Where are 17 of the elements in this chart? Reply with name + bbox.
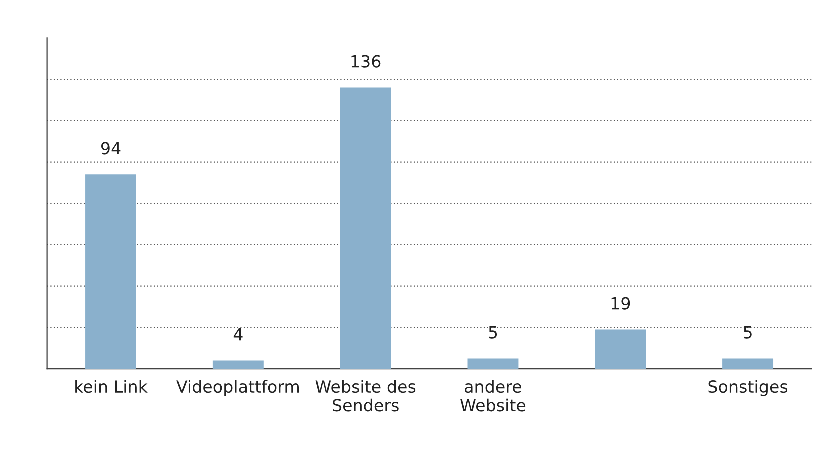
bar [86, 174, 136, 370]
data-label: 94 [101, 142, 121, 155]
bar [595, 330, 646, 370]
x-tick-label: Sonstiges [708, 380, 788, 396]
data-label: 5 [744, 326, 752, 339]
data-label: 19 [612, 297, 630, 310]
bar [722, 358, 774, 370]
x-tick-label: Website des Senders [316, 380, 416, 412]
bar [340, 88, 392, 370]
data-label: 136 [352, 55, 381, 68]
bar [212, 360, 264, 370]
data-label: 4 [234, 328, 243, 341]
x-tick-label: kein Link [76, 380, 148, 394]
data-label: 5 [489, 326, 498, 339]
x-tick-label: Videoplattform [176, 380, 300, 396]
bar [468, 358, 519, 370]
x-tick-label: andere Website [460, 380, 526, 412]
